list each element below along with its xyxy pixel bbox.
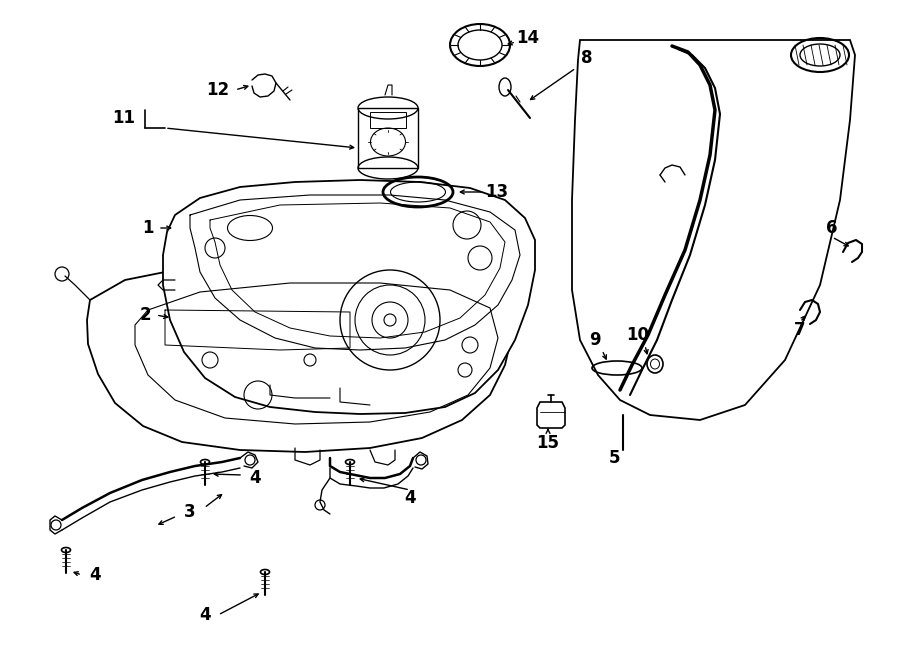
Polygon shape	[163, 180, 535, 414]
Text: 4: 4	[199, 606, 211, 624]
Text: 8: 8	[581, 49, 593, 67]
Text: 11: 11	[112, 109, 135, 127]
Polygon shape	[572, 40, 855, 420]
Text: 15: 15	[536, 434, 560, 452]
Text: 7: 7	[794, 321, 806, 339]
Text: 4: 4	[404, 489, 416, 507]
Text: 13: 13	[485, 183, 508, 201]
Text: 6: 6	[826, 219, 838, 237]
Text: 4: 4	[89, 566, 101, 584]
Text: 12: 12	[206, 81, 230, 99]
Text: 1: 1	[142, 219, 154, 237]
Text: 3: 3	[184, 503, 196, 521]
Text: 10: 10	[626, 326, 650, 344]
Text: 2: 2	[140, 306, 151, 324]
Text: 9: 9	[590, 331, 601, 349]
Text: 5: 5	[609, 449, 621, 467]
Text: 4: 4	[249, 469, 261, 487]
Polygon shape	[87, 260, 512, 452]
Text: 14: 14	[517, 29, 540, 47]
